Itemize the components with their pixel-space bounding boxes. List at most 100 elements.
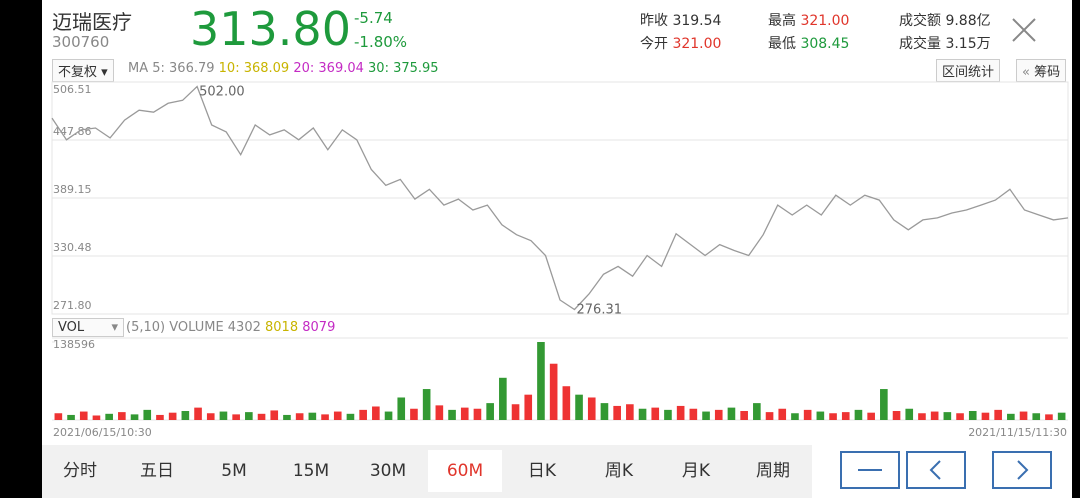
chips-button[interactable]: « 筹码 [1016, 59, 1067, 82]
stat-label: 最高 [768, 13, 796, 29]
extreme-label: 502.00 [199, 84, 245, 99]
volume-bar [270, 410, 279, 420]
stock-code: 300760 [52, 33, 110, 51]
ma10: 10: 368.09 [218, 61, 290, 76]
period-tab[interactable]: 月K [681, 461, 711, 481]
volume-bar [740, 410, 748, 420]
dropdown-label: 不复权 [58, 65, 98, 80]
ma-legend: MA 5: 366.79 10: 368.09 20: 369.04 30: 3… [128, 61, 439, 76]
volume-bar [1057, 412, 1066, 420]
volume-bar [143, 409, 152, 420]
stat-label: 成交额 [899, 13, 941, 29]
icon: « [1022, 65, 1030, 80]
stat-value: 321.00 [800, 13, 850, 29]
price: 313.80 [190, 2, 351, 56]
volume-bar [79, 411, 88, 420]
icon [929, 460, 941, 480]
volume-bar [727, 407, 736, 420]
close-button[interactable] [1010, 16, 1038, 44]
volume-bar [295, 413, 304, 420]
volume-bar [283, 414, 291, 420]
ma20: 20: 369.04 [293, 61, 364, 76]
stat-value: 9.88亿 [945, 13, 991, 29]
volume-bar [714, 409, 723, 420]
volume-bar [867, 412, 875, 420]
volume-bar [930, 411, 939, 420]
vol-label: (5,10) VOLUME 4302 [126, 320, 261, 335]
volume-bar [537, 342, 545, 420]
next-button[interactable] [992, 451, 1052, 489]
volume-bar [841, 412, 850, 420]
volume-bar [880, 389, 888, 420]
volume-bar [689, 408, 698, 420]
x-label: 2021/11/15/11:30 [968, 426, 1067, 439]
y-tick-label: 330.48 [53, 241, 92, 254]
volume-bar [765, 412, 774, 420]
prev-button[interactable] [906, 451, 966, 489]
volume-bar [956, 413, 964, 420]
stat-label: 成交量 [899, 36, 941, 52]
volume-bar [448, 409, 456, 420]
volume-bar [562, 386, 571, 420]
period-tab[interactable]: 30M [369, 461, 407, 481]
volume-bar [359, 409, 367, 420]
stat: 最高 321.00 [768, 10, 849, 30]
ma5: MA 5: 366.79 [128, 61, 215, 76]
vol-legend: (5,10) VOLUME 4302 8018 8079 [126, 320, 335, 335]
volume-bar [791, 413, 799, 420]
volume-bar [54, 413, 63, 420]
period-tab[interactable]: 15M [292, 461, 330, 481]
volume-bar [918, 413, 926, 420]
volume-bar [105, 413, 113, 420]
volume-bar [397, 397, 406, 420]
volume-bar [664, 409, 672, 420]
volume-bar [600, 403, 609, 420]
period-tab[interactable]: 五日 [140, 461, 174, 481]
icon [858, 469, 882, 471]
volume-bar [753, 403, 761, 420]
volume-bar [410, 408, 418, 420]
vol-ma5: 8018 [265, 320, 299, 335]
stock-screen: 迈瑞医疗 300760 313.80 -5.74 -1.80% 昨收 319.5… [42, 0, 1072, 498]
volume-bar [702, 411, 710, 420]
x-label: 2021/06/15/10:30 [53, 426, 152, 439]
ma30: 30: 375.95 [368, 61, 439, 76]
stat: 昨收 319.54 [640, 10, 721, 30]
volume-bar [460, 407, 469, 420]
volume-bar [1032, 413, 1041, 420]
volume-bar [372, 406, 380, 420]
volume-bar [435, 405, 444, 420]
volume-bar [219, 411, 228, 420]
icon [1017, 460, 1029, 480]
zoom-out-button[interactable] [840, 451, 900, 489]
y-tick-label: 389.15 [53, 183, 92, 196]
indicator-dropdown[interactable]: VOL ▾ [52, 318, 124, 337]
volume-bar [67, 414, 75, 420]
stat-label: 昨收 [640, 13, 668, 29]
volume-bar [422, 389, 431, 420]
stat-value: 319.54 [672, 13, 722, 29]
volume-bar [676, 405, 685, 420]
volume-bar [118, 412, 126, 420]
period-tab[interactable]: 日K [527, 461, 557, 481]
volume-bar [486, 403, 494, 420]
period-tab[interactable]: 周期 [756, 461, 790, 481]
volume-bar [829, 413, 837, 420]
volume-bar [92, 415, 101, 420]
period-tab[interactable]: 周K [604, 461, 634, 481]
stat-value: 3.15万 [945, 36, 991, 52]
volume-bar [626, 404, 634, 420]
volume-bar [943, 412, 952, 420]
vol-ma10: 8079 [302, 320, 336, 335]
period-tab[interactable]: 5M [221, 461, 247, 481]
adjust-dropdown[interactable]: 不复权 ▾ [52, 59, 114, 82]
volume-bar [511, 404, 520, 420]
stat: 最低 308.45 [768, 33, 849, 53]
stat-label: 最低 [768, 36, 796, 52]
change-pct: -1.80% [354, 33, 408, 51]
period-tab[interactable]: 60M [428, 450, 502, 492]
stat-value: 321.00 [672, 36, 722, 52]
period-tab[interactable]: 分时 [63, 461, 97, 481]
y-tick-label: 138596 [53, 338, 95, 351]
